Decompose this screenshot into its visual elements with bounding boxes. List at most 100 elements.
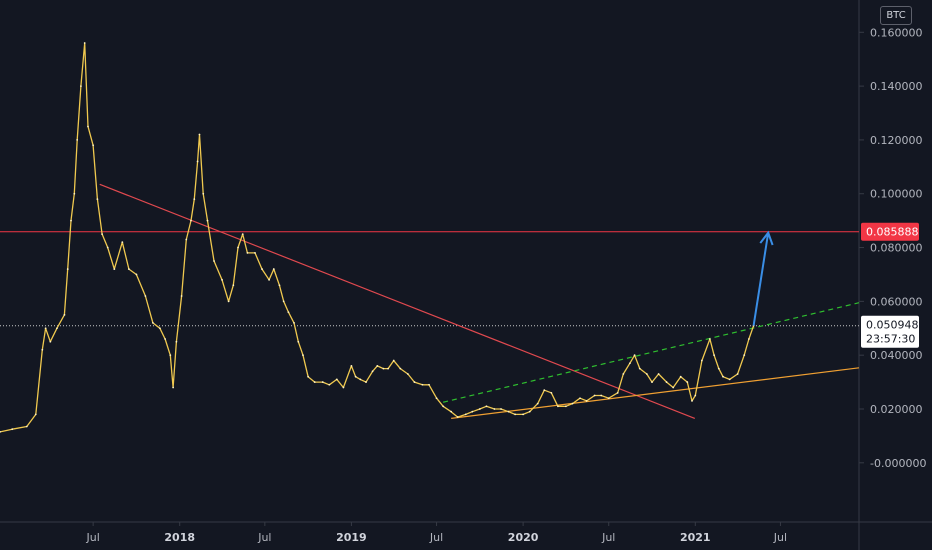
price-point xyxy=(206,219,209,222)
price-point xyxy=(342,386,345,389)
price-point xyxy=(96,198,99,201)
price-point xyxy=(600,394,603,397)
price-point xyxy=(101,233,103,235)
price-point xyxy=(694,394,697,397)
price-point xyxy=(399,367,402,370)
target-arrow-line[interactable] xyxy=(752,232,770,326)
price-point xyxy=(665,381,668,383)
price-point xyxy=(193,198,196,201)
price-axis[interactable]: 0.160000 0.140000 0.120000 0.100000 0.080000… xyxy=(859,26,926,470)
price-point xyxy=(456,416,459,418)
time-tick-label: 2020 xyxy=(508,531,539,544)
price-point xyxy=(246,252,249,254)
price-point xyxy=(672,386,675,389)
price-point xyxy=(736,373,739,375)
price-point xyxy=(478,408,481,410)
price-point xyxy=(34,413,37,416)
price-tick-label: 0.020000 xyxy=(870,403,923,416)
time-tick-label: 2019 xyxy=(336,531,367,544)
time-tick-label: Jul xyxy=(257,531,271,544)
price-point xyxy=(464,413,467,416)
price-point xyxy=(185,238,188,241)
price-point xyxy=(297,340,300,343)
price-point xyxy=(135,273,138,276)
resistance-price-label: 0.085888 xyxy=(866,226,919,239)
price-point xyxy=(679,375,682,378)
price-point xyxy=(651,381,653,383)
price-point xyxy=(144,295,147,297)
price-point xyxy=(321,381,324,383)
price-point xyxy=(371,370,374,373)
price-point xyxy=(522,413,525,416)
price-point xyxy=(579,397,581,400)
price-point xyxy=(313,381,316,383)
price-point xyxy=(196,160,199,163)
price-point xyxy=(180,295,183,297)
price-point xyxy=(175,340,178,343)
price-point xyxy=(700,359,703,362)
price-point xyxy=(543,389,546,392)
price-point xyxy=(11,428,14,431)
price-point xyxy=(748,338,750,340)
price-point xyxy=(227,300,230,303)
price-tick-label: 0.120000 xyxy=(870,134,923,147)
price-point xyxy=(151,321,154,324)
price-point xyxy=(66,268,69,270)
price-point xyxy=(557,405,559,408)
price-point xyxy=(571,402,574,405)
price-point xyxy=(686,381,689,383)
time-tick-label: Jul xyxy=(601,531,615,544)
price-point xyxy=(70,219,72,222)
price-tick-label: -0.000000 xyxy=(870,457,926,470)
price-point xyxy=(507,410,510,413)
price-point xyxy=(221,278,223,281)
price-point xyxy=(387,367,390,370)
time-tick-label: 2021 xyxy=(680,531,711,544)
price-point xyxy=(450,410,453,413)
price-point xyxy=(63,313,66,316)
price-point xyxy=(657,373,660,375)
currency-unit-badge[interactable]: BTC xyxy=(880,6,912,25)
price-point xyxy=(514,413,517,416)
resistance-price-label-bg xyxy=(861,222,919,241)
price-point xyxy=(593,394,596,397)
price-point xyxy=(633,354,636,357)
price-point xyxy=(159,327,161,330)
time-axis[interactable]: Jul 2018 Jul 2019 Jul 2020 Jul 2021 Jul xyxy=(86,522,788,544)
time-tick-label: Jul xyxy=(86,531,100,544)
price-point xyxy=(616,391,619,394)
ascending-support-trendline[interactable] xyxy=(451,367,860,420)
price-point xyxy=(73,192,76,195)
price-point xyxy=(302,354,304,357)
price-point xyxy=(413,381,416,383)
target-arrow-head xyxy=(759,230,774,246)
price-tick-label: 0.040000 xyxy=(870,349,923,362)
price-point xyxy=(622,373,625,375)
price-point xyxy=(169,354,172,357)
price-point xyxy=(121,241,124,244)
price-point xyxy=(428,383,430,386)
time-tick-label: Jul xyxy=(429,531,443,544)
descending-trendline[interactable] xyxy=(99,183,696,419)
price-point xyxy=(56,327,58,330)
price-tick-label: 0.140000 xyxy=(870,80,923,93)
price-point xyxy=(41,348,44,351)
price-point xyxy=(406,373,409,375)
price-point xyxy=(500,408,502,410)
price-point xyxy=(565,405,567,408)
price-point xyxy=(44,327,47,330)
price-point xyxy=(287,311,290,314)
price-tick-label: 0.160000 xyxy=(870,26,923,39)
time-tick-label: 2018 xyxy=(164,531,195,544)
price-point xyxy=(261,268,263,270)
price-point xyxy=(254,252,256,254)
price-point xyxy=(629,362,631,365)
price-point xyxy=(127,268,130,270)
price-point xyxy=(485,405,488,408)
price-point xyxy=(354,375,357,378)
price-point xyxy=(232,284,235,287)
price-point xyxy=(585,400,588,402)
price-point xyxy=(607,397,610,400)
